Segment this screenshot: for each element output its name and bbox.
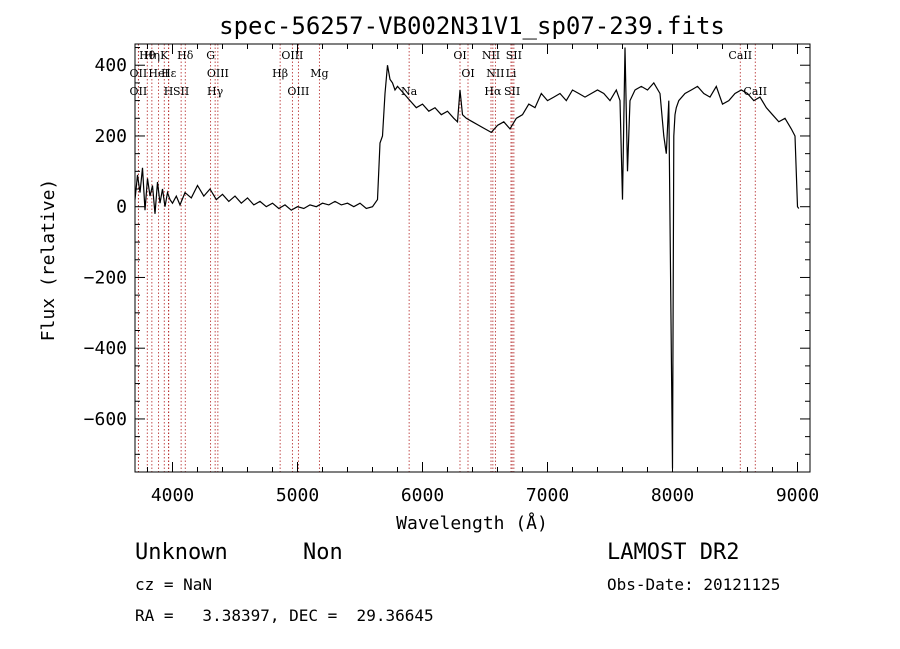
x-tick-labels: 4000 5000 6000 7000 8000 9000 [151,485,819,506]
x-tick-label: 8000 [651,485,694,506]
spectral-line-labels: HθOIIOIIKHεHHηHeISIIHδOIIIHγGHβOIIIOIIIM… [130,49,768,98]
spectral-line-label: HeI [148,67,168,80]
y-tick-label: 0 [116,197,127,218]
x-axis-label: Wavelength (Å) [396,512,548,534]
x-tick-label: 5000 [276,485,319,506]
spectral-line-label: Hβ [272,67,288,80]
y-axis-label: Flux (relative) [38,179,59,342]
spectral-line-label: SII [506,49,522,62]
axis-ticks [135,44,810,472]
spectral-line-label: K [160,49,169,62]
survey-label: LAMOST DR2 [607,540,739,565]
radec-label: RA = 3.38397, DEC = 29.36645 [135,606,434,625]
spectral-line-label: OIII [207,67,229,80]
spectral-line-markers [137,44,756,472]
spectral-line-label: CaII [743,85,767,98]
spectral-line-label: CaII [728,49,752,62]
y-tick-label: −400 [84,338,127,359]
spectrum-series-line [134,47,800,469]
spectral-line-label: Mg [310,67,328,80]
spectral-line-label: Hγ [207,85,224,98]
cz-label: cz = NaN [135,575,212,594]
spectral-line-label: OIII [287,85,309,98]
spectral-line-label: Hθ [139,49,156,62]
spectral-line-label: Na [401,85,418,98]
y-tick-label: 200 [94,126,127,147]
spectral-line-label: Hδ [177,49,194,62]
spectral-line-label: NII [482,49,500,62]
y-tick-label: −200 [84,267,127,288]
spectral-line-label: Li [506,67,517,80]
plot-frame [134,43,811,473]
y-tick-label: 400 [94,55,127,76]
spectral-line-label: OIII [281,49,303,62]
x-tick-label: 6000 [401,485,444,506]
spectral-line-label: NII [486,67,504,80]
spectral-line-label: OII [130,67,148,80]
spectral-line-label: SII [173,85,189,98]
obs-date-label: Obs-Date: 20121125 [607,575,780,594]
spectral-line-label: H [164,85,174,98]
class-label: Unknown [135,540,228,565]
y-tick-labels: 400 200 0 −200 −400 −600 [84,55,127,430]
spectral-line-label: OI [461,67,474,80]
subclass-label: Non [303,540,343,565]
y-tick-label: −600 [84,409,127,430]
spectral-line-label: Hη [144,49,160,62]
spectral-line-label: SII [504,85,520,98]
spectral-line-label: Hε [161,67,177,80]
spectral-line-label: Hα [484,85,502,98]
spectral-line-label: OI [453,49,466,62]
spectral-line-label: OII [130,85,148,98]
x-tick-label: 4000 [151,485,194,506]
x-tick-label: 9000 [776,485,819,506]
spectral-line-label: G [206,49,215,62]
x-tick-label: 7000 [526,485,569,506]
chart-title: spec-56257-VB002N31V1_sp07-239.fits [219,12,725,40]
